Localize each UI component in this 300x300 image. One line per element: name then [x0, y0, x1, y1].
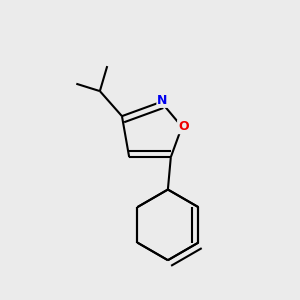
Text: N: N — [158, 94, 168, 107]
Text: O: O — [178, 120, 189, 133]
